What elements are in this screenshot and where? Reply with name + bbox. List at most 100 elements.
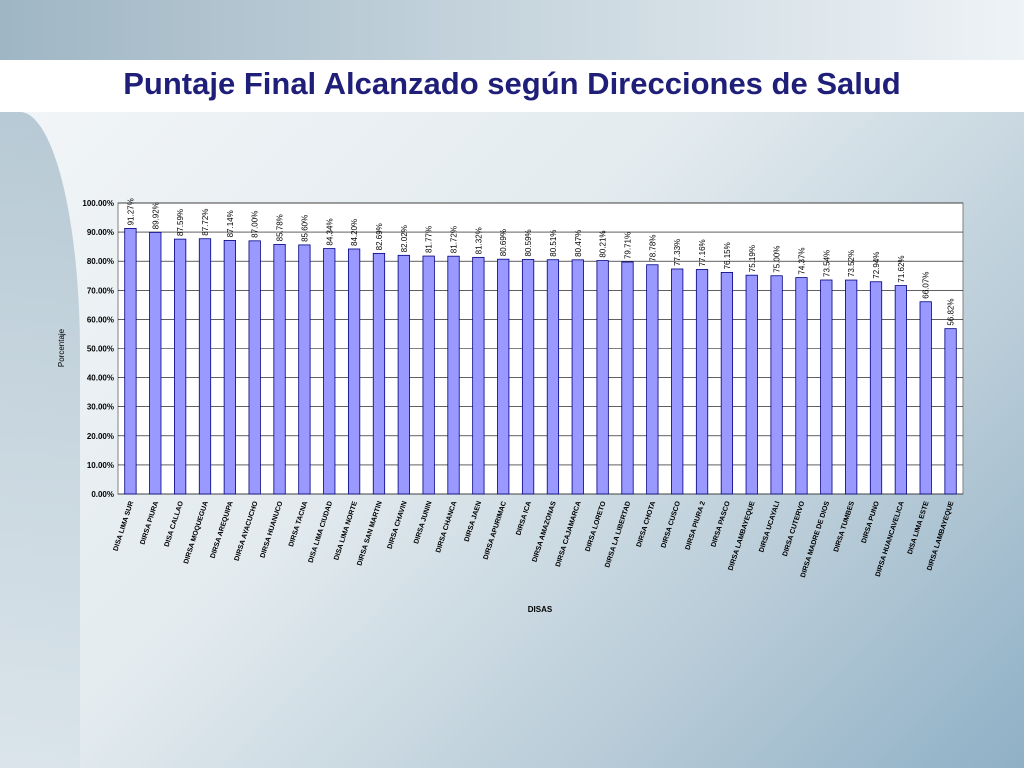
bar	[472, 256, 485, 495]
page-title: Puntaje Final Alcanzado según Direccione…	[123, 66, 901, 101]
data-label: 80.47%	[574, 230, 583, 257]
bar	[149, 231, 162, 495]
data-label: 78.78%	[648, 235, 657, 262]
slide-title-band	[0, 60, 1024, 112]
data-label: 74.37%	[797, 247, 806, 274]
y-tick-label: 40.00%	[87, 374, 114, 383]
data-label: 87.59%	[176, 209, 185, 236]
x-tick-label: DIRSA HUANUCO	[259, 500, 284, 559]
x-tick-label: DIRSA LORETO	[585, 500, 608, 553]
bar	[372, 252, 386, 495]
bar	[695, 269, 709, 495]
y-tick-label: 60.00%	[87, 315, 114, 324]
bar	[223, 240, 236, 495]
bar	[795, 277, 808, 495]
data-label: 73.54%	[822, 250, 831, 277]
x-axis-label: DISAS	[528, 605, 553, 614]
bar	[198, 238, 212, 495]
bar	[546, 259, 560, 495]
data-label: 89.92%	[151, 202, 160, 229]
bar	[497, 258, 510, 495]
x-tick-label: DIRSA PASCO	[710, 500, 732, 548]
x-tick-label: DIRSA CUSCO	[660, 500, 682, 549]
bar	[944, 328, 957, 495]
data-label: 71.62%	[897, 255, 906, 282]
data-label: 73.52%	[847, 250, 856, 277]
data-label: 87.72%	[201, 209, 210, 236]
x-tick-label: DIRSA JUNIN	[413, 500, 433, 544]
decorative-swoosh	[0, 112, 80, 768]
bar	[571, 259, 584, 495]
bar	[124, 228, 137, 495]
x-tick-label: DIRSA CHOTA	[636, 500, 657, 548]
data-label: 85.60%	[300, 215, 309, 242]
x-tick-label: DIRSA CHAVIN	[387, 500, 409, 550]
data-label: 84.34%	[325, 218, 334, 245]
x-tick-label: DIRSA SAN MARTIN	[356, 500, 383, 566]
x-tick-label: DIRSA CHANCA	[435, 500, 458, 553]
bar	[596, 260, 609, 495]
bar	[397, 254, 410, 495]
bar	[174, 238, 187, 495]
bar	[720, 272, 734, 495]
data-label: 91.27%	[126, 198, 135, 225]
x-tick-label: DIRSA PIURA	[140, 500, 161, 545]
bar	[248, 240, 261, 495]
bar	[869, 281, 883, 495]
bar	[745, 274, 758, 495]
data-label: 81.72%	[450, 226, 459, 253]
x-tick-label: DISA CALLAO	[164, 500, 186, 548]
data-label: 81.32%	[474, 227, 483, 254]
x-tick-label: DIRSA AMAZONAS	[532, 500, 558, 563]
x-tick-label: DIRSA LA LIBERTAD	[604, 500, 632, 568]
data-label: 80.69%	[499, 229, 508, 256]
bar	[323, 248, 336, 495]
bar	[646, 264, 659, 495]
bar	[422, 255, 435, 495]
bar	[347, 248, 361, 495]
data-label: 82.69%	[375, 223, 384, 250]
data-label: 72.94%	[872, 252, 881, 279]
data-label: 87.00%	[251, 211, 260, 238]
data-label: 80.59%	[524, 229, 533, 256]
x-tick-label: DIRSA AYACUCHO	[234, 500, 260, 562]
bar	[671, 268, 684, 495]
y-tick-label: 20.00%	[87, 432, 114, 441]
y-tick-label: 0.00%	[91, 490, 114, 499]
bar	[298, 244, 311, 495]
y-tick-label: 90.00%	[87, 228, 114, 237]
data-label: 66.07%	[922, 272, 931, 299]
x-tick-label: DIRSA LAMBAYEQUE	[728, 500, 757, 572]
data-label: 81.77%	[425, 226, 434, 253]
x-tick-label: DISA LIMA NORTE	[333, 500, 359, 561]
data-label: 80.21%	[599, 230, 608, 257]
bar	[770, 275, 783, 495]
y-tick-label: 100.00%	[82, 199, 114, 208]
data-label: 80.51%	[549, 230, 558, 257]
bar	[894, 285, 907, 495]
x-tick-label: DISA LIMA ESTE	[907, 500, 931, 555]
bar	[820, 279, 833, 495]
x-tick-label: DIRSA JAEN	[464, 500, 484, 542]
bar	[273, 243, 286, 495]
x-tick-label: DISA LIMA CIUDAD	[308, 500, 335, 563]
data-label: 77.33%	[673, 239, 682, 266]
y-tick-label: 50.00%	[87, 345, 114, 354]
x-tick-label: DIRSA LAMBAYEQUE	[926, 500, 955, 572]
data-label: 75.19%	[748, 245, 757, 272]
x-tick-label: DIRSA CAJAMARCA	[555, 500, 583, 567]
data-label: 85.78%	[276, 214, 285, 241]
x-tick-label: DIRSA UCAYALI	[758, 500, 781, 553]
data-label: 75.00%	[773, 246, 782, 273]
bar	[621, 261, 634, 495]
x-tick-label: DIRSA MADRE DE DIOS	[800, 500, 831, 578]
y-tick-label: 10.00%	[87, 461, 114, 470]
x-tick-label: DIRSA PUNO	[861, 500, 881, 544]
x-tick-label: DIRSA TUMBES	[833, 500, 856, 553]
bar	[447, 255, 460, 495]
data-label: 82.02%	[400, 225, 409, 252]
y-tick-label: 80.00%	[87, 257, 114, 266]
slide-header-band	[0, 0, 1024, 60]
bar	[521, 259, 535, 495]
